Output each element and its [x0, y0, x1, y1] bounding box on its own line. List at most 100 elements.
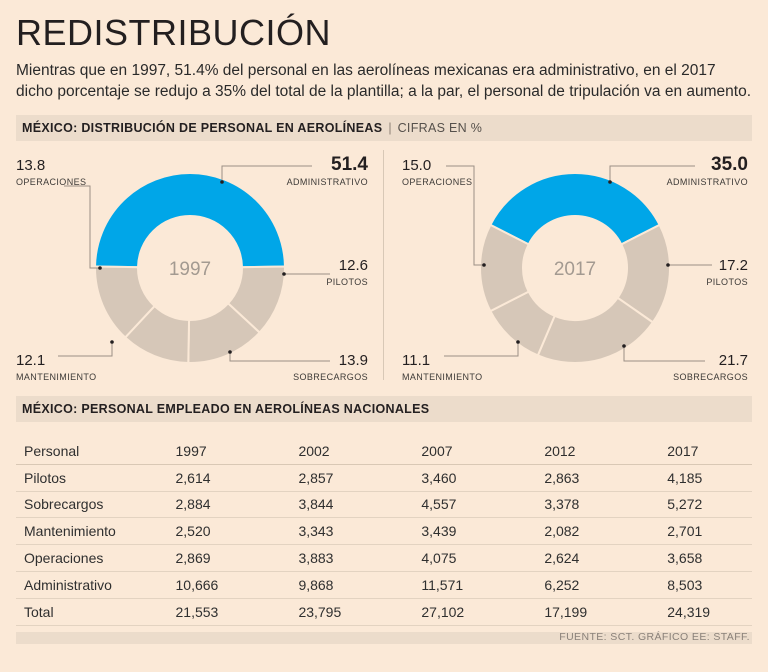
leader-dot — [228, 350, 232, 354]
leader-line — [221, 165, 312, 182]
slice-category-label: PILOTOS — [706, 277, 748, 287]
table-header-cell: 2012 — [536, 438, 660, 465]
table-header-cell: 2017 — [659, 438, 752, 465]
section-header-unit: CIFRAS EN % — [397, 121, 483, 135]
table-header-cell: 1997 — [167, 438, 291, 465]
table-cell: 5,272 — [659, 491, 752, 519]
table-row-label: Administrativo — [16, 571, 168, 599]
slice-value-label: 21.7 — [719, 352, 748, 369]
leader-dot — [98, 266, 102, 270]
employees-table: Personal 1997 2002 2007 2012 2017 Pilotos 2,61… — [16, 438, 752, 626]
table-cell: 24,319 — [659, 598, 752, 626]
donut-center-year: 2017 — [554, 259, 596, 280]
table-cell: 3,658 — [659, 544, 752, 572]
table-cell: 9,868 — [290, 571, 414, 599]
slice-value-label: 15.0 — [402, 157, 431, 174]
table-cell: 3,378 — [536, 491, 660, 519]
page-title: REDISTRIBUCIÓN — [16, 12, 332, 53]
table-cell: 4,557 — [413, 491, 537, 519]
leader-line — [58, 342, 113, 357]
source-note: FUENTE: SCT. GRÁFICO EE: STAFF. — [559, 631, 750, 643]
chart-divider — [383, 150, 384, 380]
table-row-label: Operaciones — [16, 544, 168, 572]
slice-category-label: SOBRECARGOS — [673, 372, 748, 382]
section-header-distribution: MÉXICO: DISTRIBUCIÓN DE PERSONAL EN AERO… — [16, 115, 752, 141]
table-cell: 3,844 — [290, 491, 414, 519]
table-row-label: Total — [16, 598, 168, 626]
section-header-title: MÉXICO: PERSONAL EMPLEADO EN AEROLÍNEAS … — [22, 402, 430, 416]
table-cell: 23,795 — [290, 598, 414, 626]
leader-dot — [622, 344, 626, 348]
slice-category-label: SOBRECARGOS — [293, 372, 368, 382]
slice-category-label: OPERACIONES — [16, 177, 86, 187]
leader-dot — [516, 340, 520, 344]
table-cell: 3,460 — [413, 464, 537, 492]
slice-value-label: 13.9 — [339, 352, 368, 369]
donut-center-year: 1997 — [169, 259, 211, 280]
slice-value-label: 13.8 — [16, 157, 45, 174]
slice-category-label: MANTENIMIENTO — [16, 372, 97, 382]
table-cell: 2,520 — [167, 517, 291, 546]
slice-category-label: OPERACIONES — [402, 177, 472, 187]
table-cell: 2,614 — [167, 464, 291, 492]
table-cell: 17,199 — [536, 598, 660, 626]
table-cell: 2,884 — [167, 491, 291, 519]
table-row: Mantenimiento 2,520 3,343 3,439 2,082 2,701 — [16, 517, 752, 546]
footer-bar — [16, 632, 752, 644]
table-cell: 3,343 — [290, 517, 414, 546]
table-cell: 4,185 — [659, 464, 752, 492]
table-header-cell: Personal — [16, 438, 168, 465]
table-cell: 21,553 — [167, 598, 291, 626]
slice-category-label: ADMINISTRATIVO — [667, 177, 748, 187]
table-row: Total 21,553 23,795 27,102 17,199 24,319 — [16, 598, 752, 626]
leader-dot — [110, 340, 114, 344]
table-cell: 2,857 — [290, 464, 414, 492]
slice-value-label: 11.1 — [402, 352, 430, 369]
leader-line — [64, 185, 100, 269]
table-cell: 2,863 — [536, 464, 660, 492]
table-header-cell: 2007 — [413, 438, 537, 465]
slice-value-label: 12.1 — [16, 352, 45, 369]
leader-line — [229, 352, 330, 362]
slice-category-label: PILOTOS — [326, 277, 368, 287]
table-row: Pilotos 2,614 2,857 3,460 2,863 4,185 — [16, 464, 752, 492]
table-cell: 3,883 — [290, 544, 414, 572]
table-cell: 2,624 — [536, 544, 660, 572]
leader-line — [609, 165, 695, 182]
table-row-label: Sobrecargos — [16, 491, 168, 519]
slice-value-label: 12.6 — [339, 257, 368, 274]
donut-slice-operaciones — [94, 265, 156, 339]
table-cell: 2,869 — [167, 544, 291, 572]
table-cell: 27,102 — [413, 598, 537, 626]
slice-category-label: ADMINISTRATIVO — [287, 177, 368, 187]
table-header-row: Personal 1997 2002 2007 2012 2017 — [16, 438, 752, 465]
table-row: Operaciones 2,869 3,883 4,075 2,624 3,658 — [16, 544, 752, 572]
table-cell: 11,571 — [413, 571, 537, 599]
table-row: Sobrecargos 2,884 3,844 4,557 3,378 5,272 — [16, 491, 752, 519]
table-cell: 10,666 — [167, 571, 291, 599]
table-cell: 8,503 — [659, 571, 752, 599]
table-cell: 2,082 — [536, 517, 660, 546]
donut-slice-administrativo — [93, 172, 287, 269]
leader-line — [444, 342, 519, 357]
leader-dot — [220, 180, 224, 184]
table-header-cell: 2002 — [290, 438, 414, 465]
section-header-employees: MÉXICO: PERSONAL EMPLEADO EN AEROLÍNEAS … — [16, 396, 752, 422]
leader-dot — [282, 272, 286, 276]
table-cell: 4,075 — [413, 544, 537, 572]
donut-slice-operaciones — [479, 223, 531, 313]
leader-line — [446, 165, 484, 266]
table-cell: 6,252 — [536, 571, 660, 599]
leader-dot — [608, 180, 612, 184]
slice-category-label: MANTENIMIENTO — [402, 372, 483, 382]
leader-line — [623, 346, 705, 362]
slice-value-label: 35.0 — [711, 154, 748, 175]
leader-dot — [666, 263, 670, 267]
page-subtitle: Mientras que en 1997, 51.4% del personal… — [16, 62, 752, 100]
section-header-title: MÉXICO: DISTRIBUCIÓN DE PERSONAL EN AERO… — [22, 121, 383, 135]
table-row: Administrativo 10,666 9,868 11,571 6,252 8,50… — [16, 571, 752, 599]
slice-value-label: 17.2 — [719, 257, 748, 274]
slice-value-label: 51.4 — [331, 154, 368, 175]
table-cell: 3,439 — [413, 517, 537, 546]
